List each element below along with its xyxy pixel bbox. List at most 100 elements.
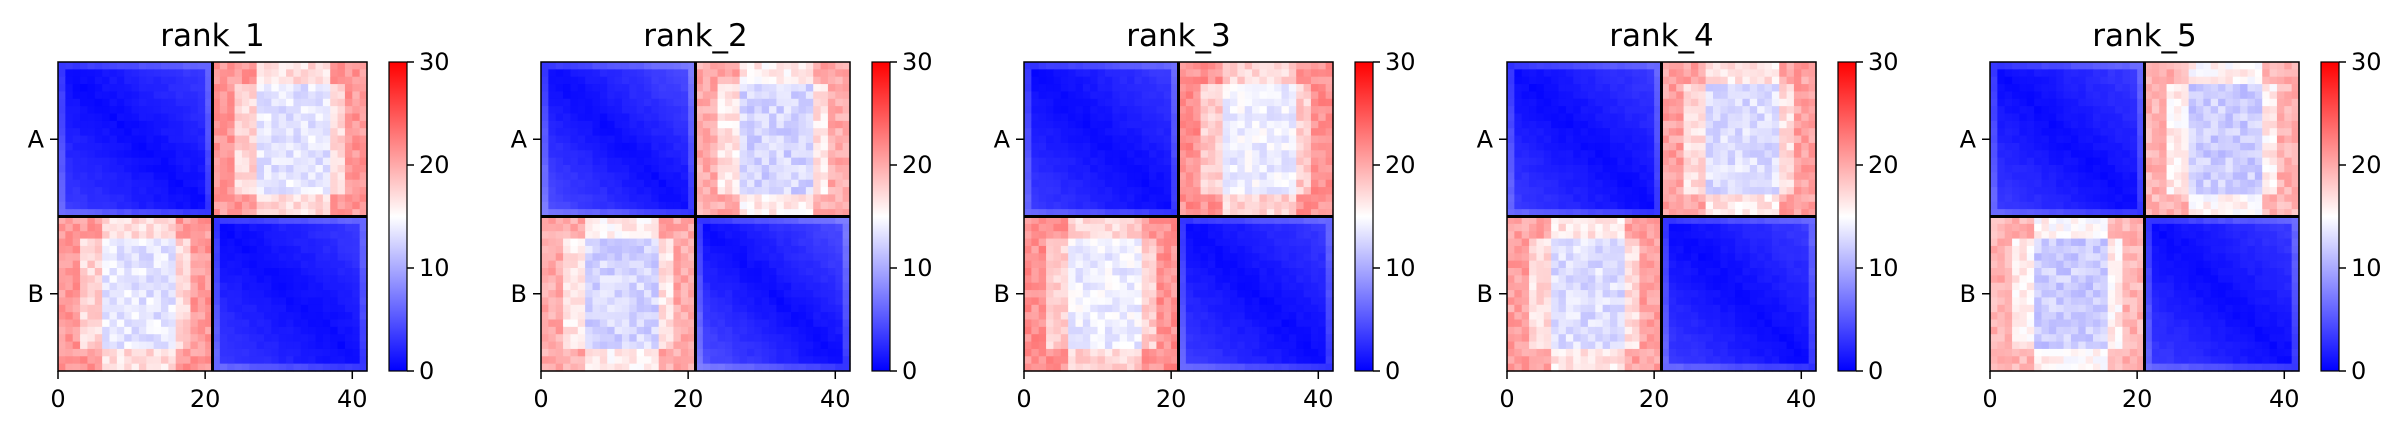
heatmap-cell: [1296, 142, 1305, 151]
heatmap-cell: [1288, 128, 1297, 137]
heatmap-cell: [286, 231, 295, 240]
heatmap-cell: [724, 113, 733, 122]
heatmap-cell: [227, 172, 236, 181]
heatmap-cell: [197, 209, 206, 218]
heatmap-cell: [256, 253, 265, 262]
heatmap-cell: [58, 348, 66, 357]
heatmap-cell: [190, 223, 199, 232]
heatmap-cell: [769, 253, 778, 262]
heatmap-cell: [1178, 150, 1187, 159]
heatmap-cell: [1075, 179, 1084, 188]
heatmap-cell: [1222, 150, 1231, 159]
heatmap-cell: [1200, 268, 1209, 276]
heatmap-cell: [842, 106, 851, 115]
heatmap-cell: [116, 165, 125, 173]
heatmap-cell: [747, 348, 755, 357]
heatmap-cell: [1259, 98, 1268, 107]
heatmap-cell: [585, 113, 594, 122]
heatmap-cell: [1310, 106, 1319, 115]
heatmap-cell: [146, 341, 155, 350]
heatmap-cell: [1230, 150, 1238, 159]
heatmap-cell: [747, 363, 755, 372]
heatmap-cell: [131, 290, 140, 299]
heatmap-cell: [138, 84, 147, 93]
heatmap-cell: [197, 253, 206, 262]
heatmap-cell: [212, 69, 221, 78]
heatmap-cell: [1266, 297, 1275, 306]
heatmap-cell: [710, 341, 719, 350]
heatmap-cell: [278, 319, 287, 328]
heatmap-cell: [241, 216, 250, 225]
heatmap-cell: [1068, 69, 1077, 78]
heatmap-cell: [585, 76, 594, 85]
heatmap-cell: [1222, 179, 1231, 188]
heatmap-cell: [1274, 76, 1283, 85]
heatmap-cell: [1127, 201, 1135, 210]
heatmap-cell: [636, 209, 645, 218]
heatmap-cell: [747, 150, 755, 159]
heatmap-cell: [1075, 142, 1084, 151]
heatmap-cell: [87, 84, 96, 93]
heatmap-cell: [249, 150, 258, 159]
heatmap-cell: [747, 275, 755, 284]
heatmap-cell: [1288, 157, 1297, 166]
heatmap-cell: [293, 341, 302, 350]
heatmap-cell: [1281, 275, 1290, 284]
heatmap-cell: [680, 165, 689, 173]
heatmap-cell: [359, 84, 368, 93]
heatmap-cell: [197, 142, 206, 151]
heatmap-cell: [1318, 231, 1327, 240]
heatmap-cell: [352, 62, 361, 70]
heatmap-cell: [1193, 128, 1202, 137]
heatmap-cell: [124, 135, 133, 144]
heatmap-cell: [702, 326, 711, 335]
heatmap-cell: [1141, 201, 1150, 210]
heatmap-cell: [161, 216, 169, 225]
heatmap-cell: [146, 223, 155, 232]
heatmap-cell: [271, 135, 280, 144]
heatmap-cell: [1237, 194, 1246, 203]
heatmap-cell: [1252, 290, 1261, 299]
heatmap-cell: [732, 290, 741, 299]
heatmap-cell: [798, 194, 807, 203]
heatmap-cell: [1266, 84, 1275, 93]
heatmap-cell: [249, 334, 258, 343]
heatmap-cell: [827, 334, 836, 343]
heatmap-cell: [1237, 135, 1246, 144]
heatmap-cell: [175, 341, 184, 350]
heatmap-cell: [555, 120, 564, 129]
heatmap-cell: [599, 341, 608, 350]
heatmap-cell: [146, 304, 155, 313]
heatmap-cell: [842, 231, 851, 240]
heatmap-cell: [658, 187, 667, 196]
heatmap-cell: [65, 201, 74, 210]
heatmap-cell: [783, 238, 792, 247]
heatmap-cell: [1163, 179, 1172, 188]
heatmap-cell: [138, 216, 147, 225]
heatmap-cell: [1156, 304, 1165, 313]
heatmap-cell: [666, 268, 675, 276]
heatmap-cell: [65, 142, 74, 151]
heatmap-cell: [161, 253, 169, 262]
heatmap-cell: [205, 282, 214, 291]
heatmap-cell: [570, 282, 579, 291]
heatmap-cell: [87, 334, 96, 343]
heatmap-cell: [190, 334, 199, 343]
heatmap-cell: [337, 319, 346, 328]
heatmap-cell: [1156, 142, 1165, 151]
heatmap-cell: [783, 106, 792, 115]
heatmap-cell: [168, 290, 177, 299]
heatmap-cell: [138, 341, 147, 350]
heatmap-cell: [352, 341, 361, 350]
heatmap-cell: [732, 172, 741, 181]
x-tick-label: 40: [337, 385, 368, 413]
heatmap-cell: [1303, 238, 1312, 247]
heatmap-cell: [131, 165, 140, 173]
heatmap-cell: [1097, 187, 1106, 196]
heatmap-cell: [1318, 290, 1327, 299]
heatmap-cell: [190, 157, 199, 166]
heatmap-cell: [776, 135, 785, 144]
heatmap-cell: [337, 348, 346, 357]
heatmap-cell: [175, 142, 184, 151]
heatmap-cell: [658, 348, 667, 357]
